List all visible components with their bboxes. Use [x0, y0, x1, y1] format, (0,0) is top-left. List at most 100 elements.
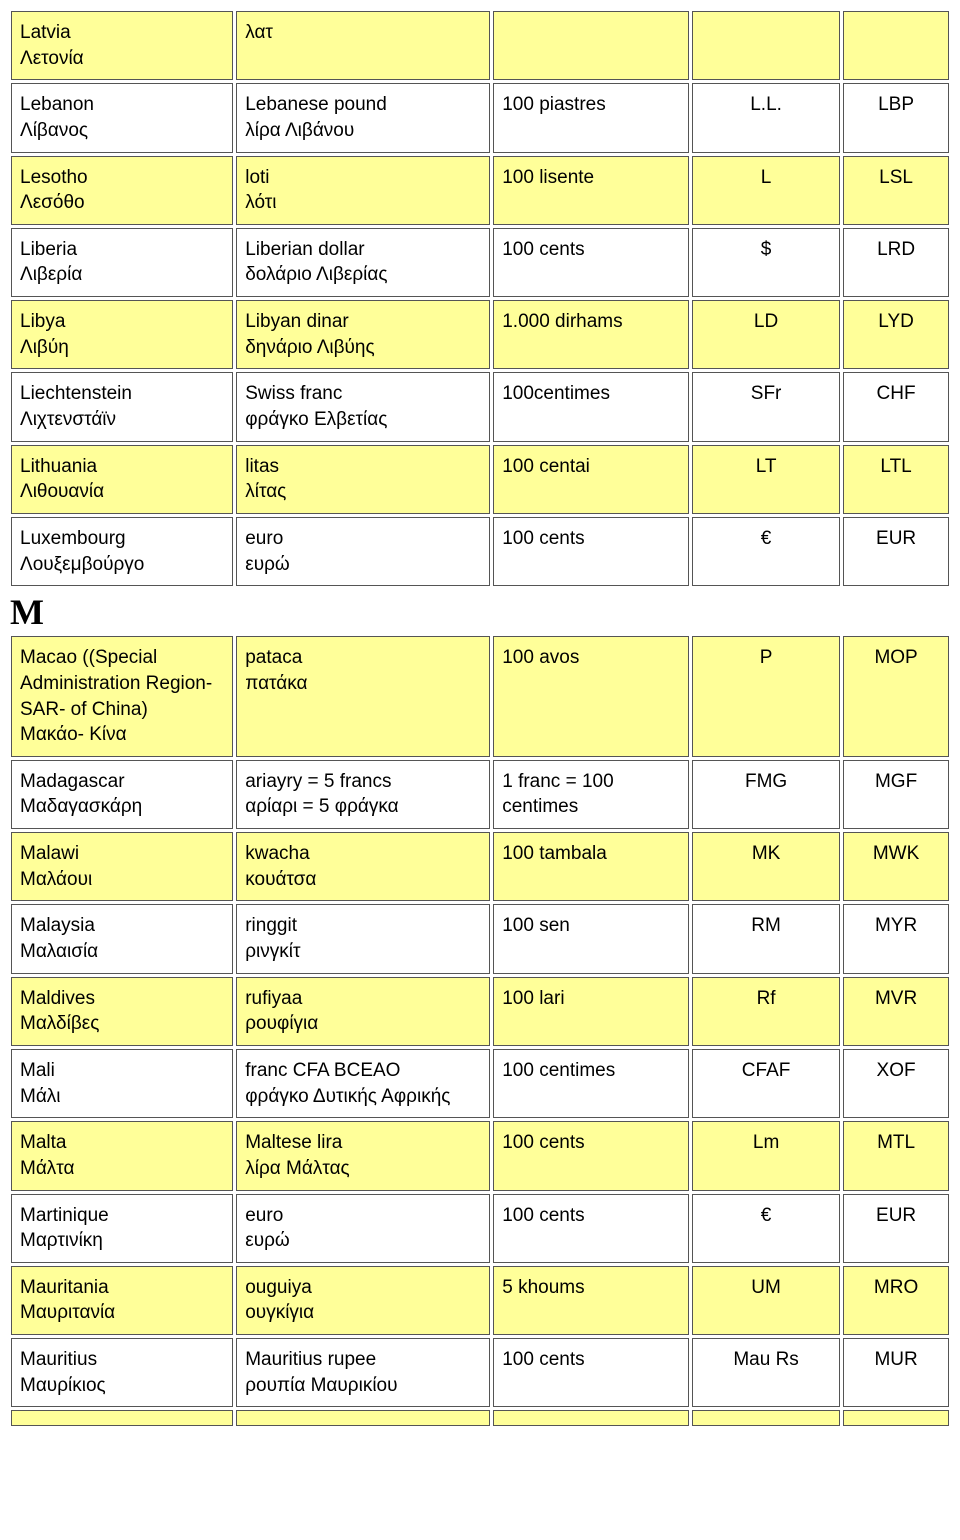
iso-code-cell: MOP [843, 636, 949, 757]
country-cell: MaltaΜάλτα [11, 1121, 233, 1190]
symbol-cell: € [692, 1194, 840, 1263]
table-row: LatviaΛετονίαλατ [11, 11, 949, 80]
table-row: MaliΜάλιfranc CFA BCEAOφράγκο Δυτικής Αφ… [11, 1049, 949, 1118]
currency-cell: kwachaκουάτσα [236, 832, 490, 901]
currency-cell: ringgitρινγκίτ [236, 904, 490, 973]
currency-cell: patacaπατάκα [236, 636, 490, 757]
iso-code-cell: MRO [843, 1266, 949, 1335]
table-row: Macao ((Special Administration Region- S… [11, 636, 949, 757]
country-cell: LithuaniaΛιθουανία [11, 445, 233, 514]
table-row: MadagascarΜαδαγασκάρηariayry = 5 francsα… [11, 760, 949, 829]
currency-cell: Mauritius rupeeρουπία Μαυρικίου [236, 1338, 490, 1407]
section-letter-M: M [10, 591, 952, 633]
currency-cell: lotiλότι [236, 156, 490, 225]
currency-cell: Libyan dinarδηνάριο Λιβύης [236, 300, 490, 369]
subunit-cell: 100 cents [493, 1121, 689, 1190]
iso-code-cell: CHF [843, 372, 949, 441]
table-row: LesothoΛεσόθοlotiλότι100 lisenteLLSL [11, 156, 949, 225]
country-cell: LebanonΛίβανος [11, 83, 233, 152]
symbol-cell: $ [692, 228, 840, 297]
country-cell: MauritiusΜαυρίκιος [11, 1338, 233, 1407]
symbol-cell: € [692, 517, 840, 586]
currency-cell: euroευρώ [236, 1194, 490, 1263]
table-row-empty [11, 1410, 949, 1426]
subunit-cell: 100 lisente [493, 156, 689, 225]
table-row: LebanonΛίβανοςLebanese poundλίρα Λιβάνου… [11, 83, 949, 152]
table-row: MalawiΜαλάουιkwachaκουάτσα100 tambalaMKM… [11, 832, 949, 901]
table-row: MauritaniaΜαυριτανίαouguiyaουγκίγια5 kho… [11, 1266, 949, 1335]
iso-code-cell: EUR [843, 517, 949, 586]
currency-cell: Liberian dollarδολάριο Λιβερίας [236, 228, 490, 297]
table-row: MaltaΜάλταMaltese liraλίρα Μάλτας100 cen… [11, 1121, 949, 1190]
currency-cell: ouguiyaουγκίγια [236, 1266, 490, 1335]
table-row: LiechtensteinΛιχτενστάϊνSwiss francφράγκ… [11, 372, 949, 441]
country-cell: LiberiaΛιβερία [11, 228, 233, 297]
subunit-cell: 1.000 dirhams [493, 300, 689, 369]
table-row: LiberiaΛιβερίαLiberian dollarδολάριο Λιβ… [11, 228, 949, 297]
subunit-cell: 100 cents [493, 1338, 689, 1407]
currency-cell: λατ [236, 11, 490, 80]
symbol-cell: MK [692, 832, 840, 901]
subunit-cell: 100 avos [493, 636, 689, 757]
subunit-cell: 100centimes [493, 372, 689, 441]
iso-code-cell: LRD [843, 228, 949, 297]
country-cell: MalawiΜαλάουι [11, 832, 233, 901]
country-cell: MauritaniaΜαυριτανία [11, 1266, 233, 1335]
subunit-cell: 100 lari [493, 977, 689, 1046]
symbol-cell: Mau Rs [692, 1338, 840, 1407]
subunit-cell [493, 11, 689, 80]
currency-cell: ariayry = 5 francsαρίαρι = 5 φράγκα [236, 760, 490, 829]
subunit-cell: 100 centimes [493, 1049, 689, 1118]
subunit-cell: 100 cents [493, 517, 689, 586]
currency-cell: Swiss francφράγκο Ελβετίας [236, 372, 490, 441]
currency-cell: euroευρώ [236, 517, 490, 586]
country-cell: LibyaΛιβύη [11, 300, 233, 369]
symbol-cell: L.L. [692, 83, 840, 152]
symbol-cell: RM [692, 904, 840, 973]
country-cell: MaldivesΜαλδίβες [11, 977, 233, 1046]
symbol-cell: LT [692, 445, 840, 514]
currency-cell: Lebanese poundλίρα Λιβάνου [236, 83, 490, 152]
iso-code-cell: MVR [843, 977, 949, 1046]
subunit-cell: 100 sen [493, 904, 689, 973]
iso-code-cell: LSL [843, 156, 949, 225]
iso-code-cell: MWK [843, 832, 949, 901]
country-cell: MartiniqueΜαρτινίκη [11, 1194, 233, 1263]
symbol-cell: P [692, 636, 840, 757]
empty-cell [493, 1410, 689, 1426]
empty-cell [236, 1410, 490, 1426]
iso-code-cell: MTL [843, 1121, 949, 1190]
country-cell: LatviaΛετονία [11, 11, 233, 80]
country-cell: LesothoΛεσόθο [11, 156, 233, 225]
currency-cell: litasλίτας [236, 445, 490, 514]
table-row: LuxembourgΛουξεμβούργοeuroευρώ100 cents€… [11, 517, 949, 586]
subunit-cell: 100 tambala [493, 832, 689, 901]
currency-cell: Maltese liraλίρα Μάλτας [236, 1121, 490, 1190]
country-cell: Macao ((Special Administration Region- S… [11, 636, 233, 757]
iso-code-cell: MGF [843, 760, 949, 829]
symbol-cell: SFr [692, 372, 840, 441]
currency-cell: rufiyaaρουφίγια [236, 977, 490, 1046]
symbol-cell: UM [692, 1266, 840, 1335]
symbol-cell [692, 11, 840, 80]
symbol-cell: L [692, 156, 840, 225]
subunit-cell: 5 khoums [493, 1266, 689, 1335]
table-row: LibyaΛιβύηLibyan dinarδηνάριο Λιβύης1.00… [11, 300, 949, 369]
iso-code-cell: XOF [843, 1049, 949, 1118]
symbol-cell: Rf [692, 977, 840, 1046]
empty-cell [11, 1410, 233, 1426]
iso-code-cell: LTL [843, 445, 949, 514]
symbol-cell: LD [692, 300, 840, 369]
currency-cell: franc CFA BCEAOφράγκο Δυτικής Αφρικής [236, 1049, 490, 1118]
subunit-cell: 100 centai [493, 445, 689, 514]
iso-code-cell: EUR [843, 1194, 949, 1263]
table-row: LithuaniaΛιθουανίαlitasλίτας100 centaiLT… [11, 445, 949, 514]
currency-table-L: LatviaΛετονίαλατLebanonΛίβανοςLebanese p… [8, 8, 952, 589]
empty-cell [843, 1410, 949, 1426]
empty-cell [692, 1410, 840, 1426]
country-cell: MalaysiaΜαλαισία [11, 904, 233, 973]
symbol-cell: FMG [692, 760, 840, 829]
country-cell: MadagascarΜαδαγασκάρη [11, 760, 233, 829]
country-cell: MaliΜάλι [11, 1049, 233, 1118]
subunit-cell: 100 piastres [493, 83, 689, 152]
